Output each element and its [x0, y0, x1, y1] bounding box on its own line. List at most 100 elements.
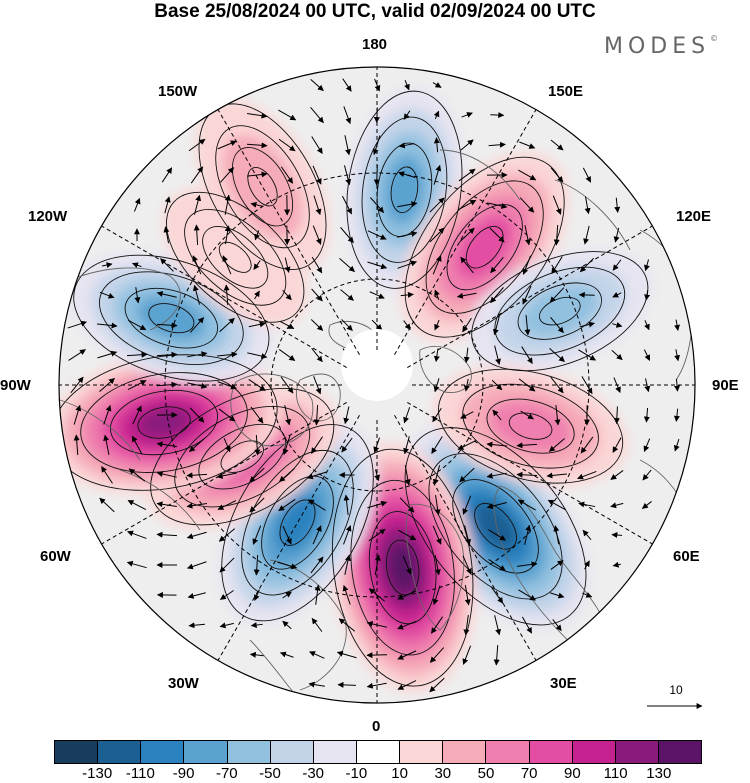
colorbar-tick-label: 110 [603, 765, 628, 782]
streamline-contours [59, 90, 649, 687]
wind-vector [579, 321, 595, 328]
wind-vector [397, 260, 418, 269]
wind-vector [310, 107, 324, 124]
wind-vector [278, 349, 296, 361]
wind-vector [282, 435, 291, 456]
wind-vector [674, 319, 680, 331]
wind-vector [340, 227, 354, 244]
wind-vector [522, 255, 532, 275]
wind-vector [249, 467, 265, 483]
wind-vector [546, 472, 567, 479]
wind-vector [282, 525, 292, 545]
contour-rings [404, 427, 587, 626]
wind-vector [341, 437, 353, 453]
wind-vector [134, 287, 141, 304]
wind-vector [371, 319, 383, 331]
colorbar-tick-label: -110 [125, 765, 155, 782]
wind-vector [73, 434, 80, 456]
colorbar-swatch [485, 741, 529, 763]
wind-vector [610, 470, 624, 480]
colorbar-tick-label: -10 [345, 765, 368, 782]
wind-vector [156, 531, 178, 538]
wind-vector [223, 438, 231, 453]
wind-vector [282, 591, 292, 599]
wind-vector [341, 195, 353, 215]
wind-vector [644, 320, 650, 331]
wind-vector [432, 407, 442, 423]
label-120w: 120W [28, 208, 68, 225]
wind-vector [343, 494, 350, 515]
meridian-line [217, 109, 360, 355]
colorbar-swatch [442, 741, 486, 763]
wind-vector [249, 651, 264, 658]
wind-vector [397, 231, 418, 238]
label-180: 180 [362, 36, 388, 53]
logo-text: MODES [604, 34, 711, 59]
label-60e: 60E [673, 548, 700, 565]
wind-vector [552, 195, 562, 215]
wind-vector [156, 322, 178, 329]
wind-vector [224, 225, 231, 245]
wind-vector [280, 376, 294, 394]
wind-vector [189, 317, 205, 333]
anomaly-blob [433, 366, 628, 487]
wind-vector [524, 314, 531, 336]
wind-vector [643, 438, 651, 452]
wind-vector [429, 647, 445, 663]
wind-vector [132, 262, 142, 269]
wind-vector [578, 291, 595, 298]
wind-vector [611, 349, 623, 361]
wind-vector [311, 256, 323, 274]
wind-vector [550, 592, 565, 599]
colorbar-tick-label: 10 [391, 765, 408, 782]
label-150w: 150W [158, 83, 198, 100]
wind-vector [133, 197, 141, 212]
wind-vector [612, 437, 622, 453]
colorbar-swatch [183, 741, 227, 763]
wind-vector [192, 255, 202, 275]
colorbar-tick-label: 130 [646, 765, 672, 782]
wind-vector [399, 497, 415, 513]
wind-vector [97, 350, 118, 359]
wind-vector [216, 472, 237, 479]
wind-vector [336, 650, 357, 659]
wind-vector [186, 561, 207, 570]
wind-vector [490, 112, 505, 119]
wind-vector [397, 529, 417, 541]
wind-vector [163, 226, 170, 244]
meridian-line [407, 402, 653, 545]
wind-vector [550, 139, 564, 151]
wind-vector [522, 285, 532, 305]
wind-vector [189, 438, 205, 453]
wind-vector [457, 199, 477, 211]
wind-vector [434, 555, 441, 576]
wind-vector [644, 289, 651, 301]
wind-vector [253, 554, 260, 576]
wind-vector [464, 525, 472, 546]
label-30w: 30W [168, 675, 199, 692]
colorbar [54, 740, 702, 764]
wind-vector [642, 469, 652, 481]
wind-vector [247, 112, 268, 119]
wind-vector [97, 322, 118, 329]
wind-vector [127, 319, 147, 331]
wind-vector [524, 524, 532, 545]
wind-vector [488, 529, 507, 541]
wind-vector [584, 196, 591, 215]
wind-vector [127, 530, 147, 539]
wind-vector [187, 351, 208, 358]
wind-vector [494, 615, 502, 636]
wind-vector [432, 525, 442, 545]
wind-vector [370, 197, 385, 213]
wind-vector [127, 499, 147, 511]
wind-vector [464, 585, 471, 606]
wind-vector [434, 319, 440, 331]
colorbar-tick-label: 30 [434, 765, 452, 782]
wind-vector [369, 291, 385, 299]
wind-vector [612, 259, 622, 271]
modes-logo: MODES© [604, 34, 718, 59]
wind-vector [550, 317, 564, 334]
label-150e: 150E [548, 83, 584, 100]
wind-vector [397, 680, 417, 690]
